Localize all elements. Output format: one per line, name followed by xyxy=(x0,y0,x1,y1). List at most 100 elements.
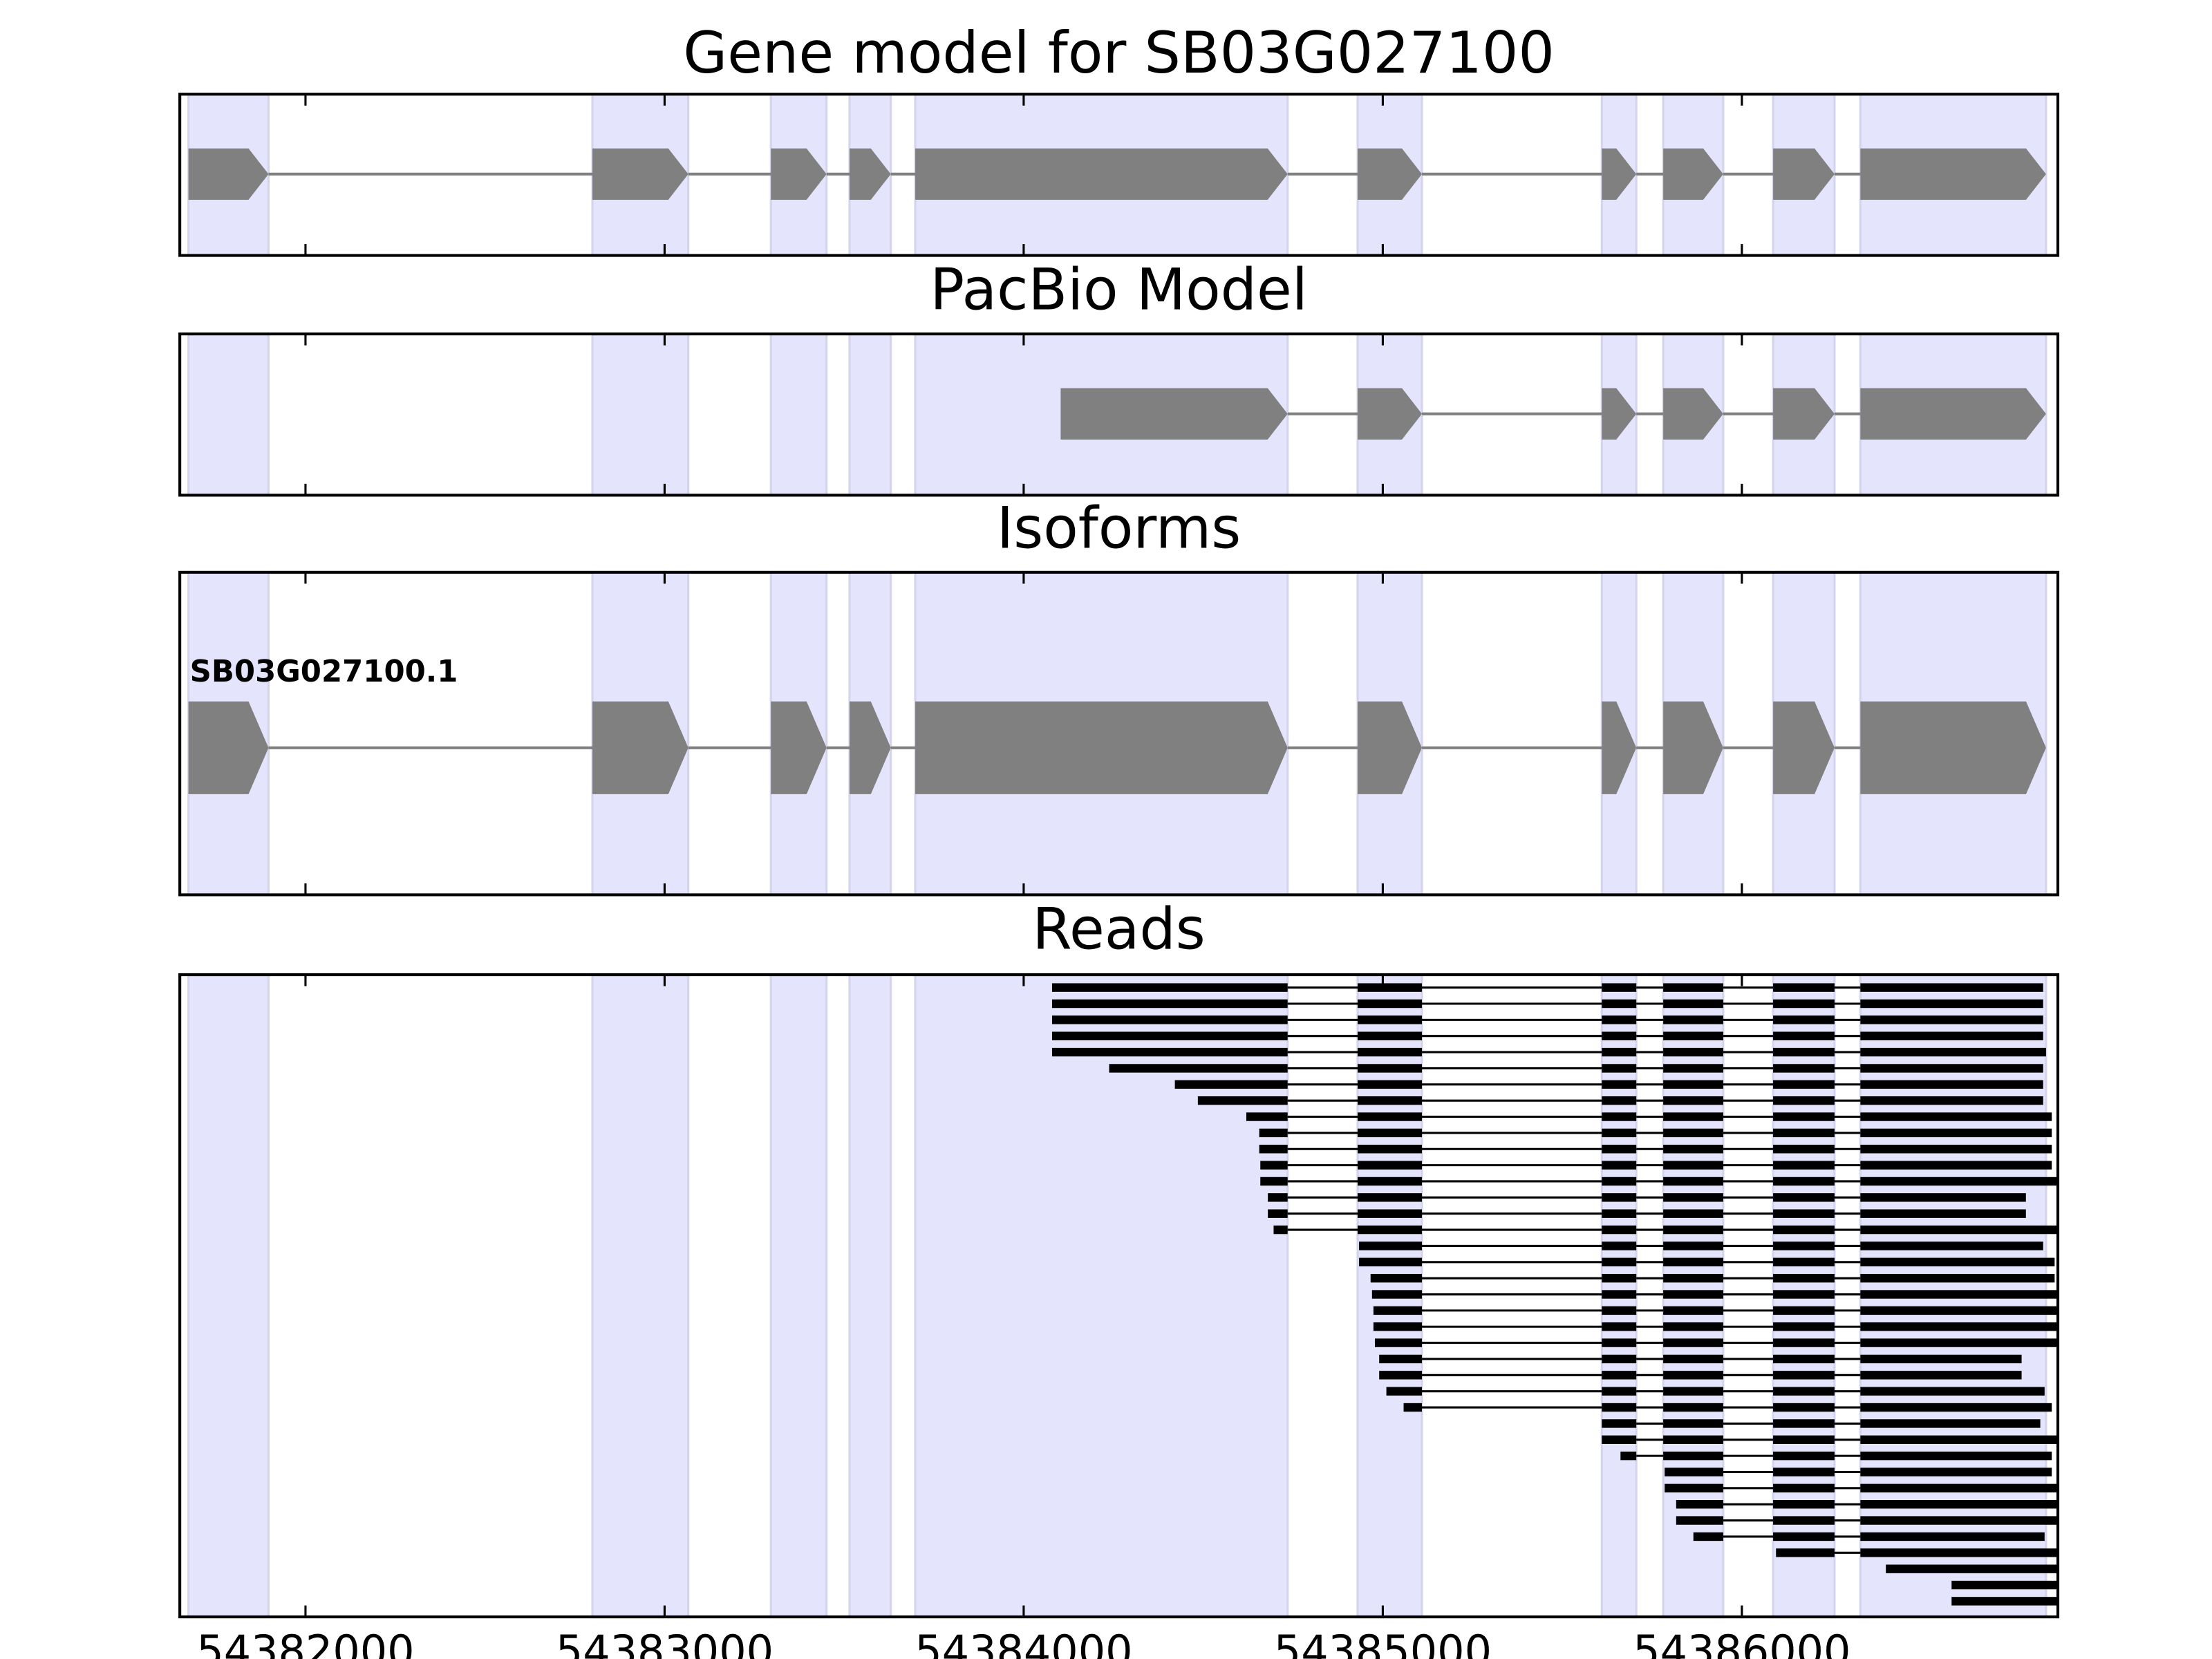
read-block xyxy=(1602,1096,1637,1105)
read-block xyxy=(1773,1468,1835,1477)
read-block xyxy=(1663,1387,1723,1396)
read-block xyxy=(1373,1322,1423,1331)
read-block xyxy=(1663,1031,1723,1040)
read-block xyxy=(1860,1338,2058,1347)
read-block xyxy=(1051,999,1288,1009)
panel-frame xyxy=(178,93,2060,257)
read-block xyxy=(1268,1209,1288,1218)
read-block xyxy=(1773,1015,1835,1024)
exon xyxy=(1060,388,1288,440)
exon-shade xyxy=(848,975,892,1618)
read-block xyxy=(1602,1273,1637,1283)
read-block xyxy=(1359,1241,1423,1250)
read-block xyxy=(1860,1112,2052,1121)
read-block xyxy=(1773,1241,1835,1250)
read-block xyxy=(1602,1257,1637,1266)
read-block xyxy=(1860,1516,2058,1525)
read-block xyxy=(1860,1354,2022,1364)
read-block xyxy=(1602,1193,1637,1202)
read-block xyxy=(1602,1112,1637,1121)
read-block xyxy=(1663,1177,1723,1186)
read-block xyxy=(1602,1145,1637,1154)
read-block xyxy=(1860,1193,2026,1202)
panel-frame xyxy=(178,332,2060,497)
exon xyxy=(849,148,891,200)
read-block xyxy=(1358,1080,1423,1089)
exon xyxy=(188,701,269,794)
read-block xyxy=(1663,1064,1723,1073)
read-block xyxy=(1663,1451,1723,1461)
read-block xyxy=(1773,1096,1835,1105)
panel-frame xyxy=(178,973,2060,1619)
read-block xyxy=(1773,1080,1835,1089)
read-block xyxy=(1663,1257,1723,1266)
read-block xyxy=(1886,1564,2058,1573)
read-block xyxy=(1773,1064,1835,1073)
read-block xyxy=(1860,1015,2043,1024)
read-block xyxy=(1602,1290,1637,1299)
read-block xyxy=(1602,983,1637,992)
x-tick-label: 54382000 xyxy=(196,1627,414,1659)
read-block xyxy=(1358,1112,1423,1121)
read-block xyxy=(1860,999,2043,1009)
x-tick-label: 54385000 xyxy=(1274,1627,1492,1659)
read-block xyxy=(1860,1177,2058,1186)
read-block xyxy=(1358,1145,1423,1154)
read-block xyxy=(1773,1403,1835,1412)
read-block xyxy=(1860,1435,2058,1444)
read-block xyxy=(1273,1225,1288,1235)
exon-shade xyxy=(187,334,270,496)
read-block xyxy=(1602,1354,1637,1364)
read-block xyxy=(1860,1387,2045,1396)
read-block xyxy=(1358,1015,1423,1024)
exon-shade xyxy=(187,975,270,1618)
exon xyxy=(915,701,1288,794)
exon-shade xyxy=(769,975,828,1618)
read-block xyxy=(1773,1532,1835,1541)
read-block xyxy=(1403,1403,1423,1412)
read-block xyxy=(1773,999,1835,1009)
exon-shade xyxy=(591,334,690,496)
exon xyxy=(1773,388,1835,440)
read-block xyxy=(1860,1306,2058,1315)
read-block xyxy=(1358,1209,1423,1218)
read-block xyxy=(1773,1031,1835,1040)
read-block xyxy=(1602,1338,1637,1347)
read-block xyxy=(1860,1371,2022,1380)
panel-title: Isoforms xyxy=(997,496,1241,562)
read-block xyxy=(1773,1338,1835,1347)
exon xyxy=(1663,388,1723,440)
read-block xyxy=(1663,1145,1723,1154)
read-block xyxy=(1773,1290,1835,1299)
read-block xyxy=(1773,1193,1835,1202)
exon xyxy=(1358,701,1423,794)
read-block xyxy=(1358,1128,1423,1138)
exon xyxy=(771,701,827,794)
read-block xyxy=(1663,1306,1723,1315)
read-block xyxy=(1379,1354,1423,1364)
read-block xyxy=(1197,1096,1288,1105)
read-block xyxy=(1773,1209,1835,1218)
read-block xyxy=(1663,999,1723,1009)
read-block xyxy=(1602,1128,1637,1138)
exon xyxy=(1860,148,2046,200)
read-block xyxy=(1860,1532,2045,1541)
read-block xyxy=(1860,1322,2058,1331)
read-block xyxy=(1358,999,1423,1009)
read-block xyxy=(1773,1273,1835,1283)
read-block xyxy=(1676,1500,1723,1509)
read-block xyxy=(1602,1031,1637,1040)
read-block xyxy=(1773,1128,1835,1138)
read-block xyxy=(1860,1080,2043,1089)
panel xyxy=(187,975,2058,1618)
exon-shade xyxy=(591,975,690,1618)
exon xyxy=(1773,148,1835,200)
read-block xyxy=(1773,1177,1835,1186)
read-block xyxy=(1860,1096,2043,1105)
read-block xyxy=(1773,1435,1835,1444)
read-block xyxy=(1773,1371,1835,1380)
read-block xyxy=(1860,1209,2026,1218)
read-block xyxy=(1773,1516,1835,1525)
read-block xyxy=(1860,1241,2043,1250)
